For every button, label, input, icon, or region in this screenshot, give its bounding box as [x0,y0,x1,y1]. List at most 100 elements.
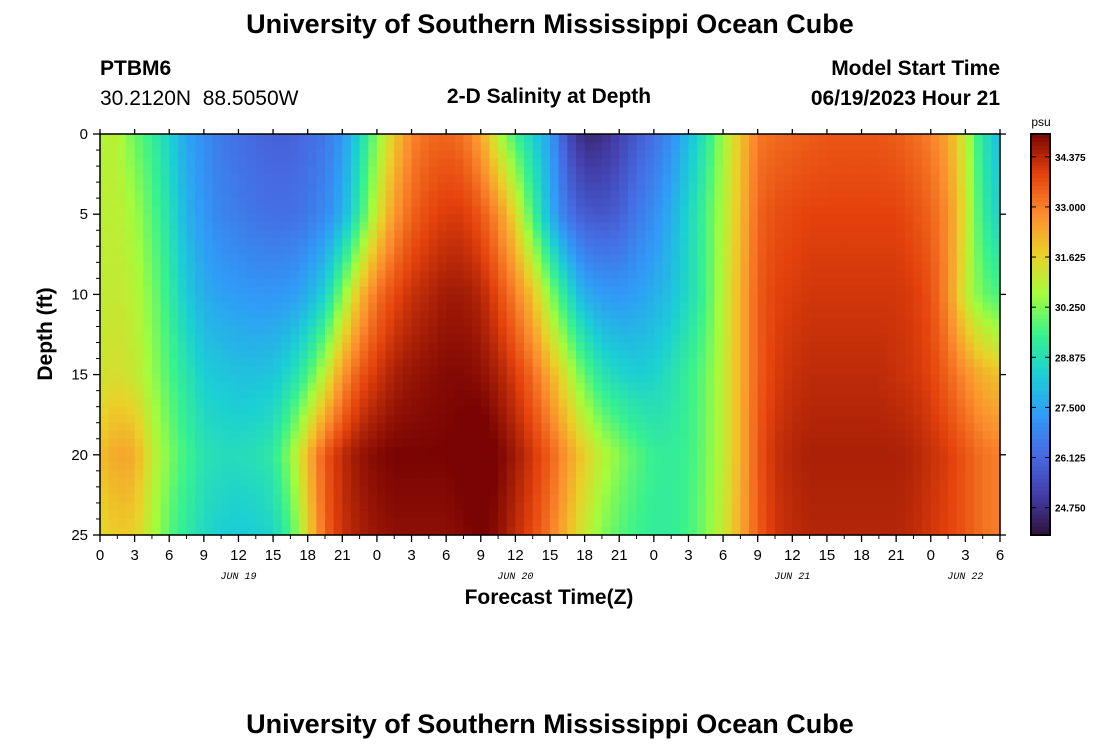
heatmap-cell [567,510,577,520]
heatmap-cell [991,190,1001,199]
heatmap-cell [956,430,966,440]
heatmap-cell [264,230,274,239]
heatmap-cell [100,254,110,263]
heatmap-cell [420,470,430,480]
heatmap-cell [255,166,266,175]
heatmap-cell [498,430,508,440]
heatmap-cell [402,502,413,512]
heatmap-cell [939,150,949,159]
heatmap-cell [273,214,283,223]
heatmap-cell [852,414,863,424]
heatmap-cell [697,382,707,392]
heatmap-cell [480,174,491,183]
heatmap-cell [965,254,975,263]
heatmap-cell [498,422,508,432]
heatmap-cell [679,190,690,199]
heatmap-cell [238,374,248,384]
heatmap-cell [558,270,568,279]
heatmap-cell [411,190,421,199]
heatmap-cell [186,470,196,480]
heatmap-cell [203,502,214,512]
heatmap-cell [186,166,196,175]
heatmap-cell [714,438,724,448]
heatmap-cell [203,262,214,271]
heatmap-cell [697,462,707,472]
heatmap-cell [671,438,681,448]
heatmap-cell [904,398,915,408]
heatmap-cell [705,486,716,496]
heatmap-cell [705,230,716,239]
heatmap-cell [186,510,196,520]
heatmap-cell [524,182,534,191]
heatmap-cell [221,446,231,456]
heatmap-cell [653,294,664,304]
heatmap-cell [904,278,915,287]
heatmap-cell [826,438,837,448]
heatmap-cell [506,350,516,360]
heatmap-cell [844,222,854,231]
heatmap-cell [411,246,421,255]
heatmap-cell [247,142,257,151]
heatmap-cell [766,382,776,392]
heatmap-cell [740,366,750,376]
heatmap-cell [480,358,491,368]
heatmap-cell [731,310,741,320]
heatmap-cell [524,302,534,312]
heatmap-cell [775,134,785,143]
heatmap-cell [195,438,205,448]
heatmap-cell [437,494,447,504]
heatmap-cell [619,190,629,199]
heatmap-cell [723,222,733,231]
heatmap-cell [956,478,966,488]
heatmap-cell [835,206,845,215]
heatmap-cell [134,190,144,199]
heatmap-cell [506,310,516,320]
heatmap-cell [783,214,793,223]
heatmap-cell [835,294,845,304]
heatmap-cell [307,446,317,456]
heatmap-cell [939,246,949,255]
heatmap-cell [489,502,499,512]
heatmap-cell [506,334,516,344]
heatmap-cell [350,358,361,368]
heatmap-cell [273,342,283,352]
heatmap-cell [679,158,690,167]
heatmap-cell [688,286,698,295]
heatmap-cell [247,158,257,167]
heatmap-cell [584,222,594,231]
heatmap-cell [956,262,966,271]
heatmap-cell [186,302,196,312]
heatmap-cell [125,438,136,448]
heatmap-cell [835,174,845,183]
heatmap-cell [627,222,638,231]
heatmap-cell [619,414,629,424]
heatmap-cell [506,254,516,263]
heatmap-cell [956,398,966,408]
heatmap-cell [584,462,594,472]
heatmap-cell [870,230,880,239]
heatmap-cell [809,366,819,376]
heatmap-cell [428,270,439,279]
heatmap-cell [480,286,491,295]
heatmap-cell [792,422,802,432]
heatmap-cell [688,294,698,304]
heatmap-cell [835,350,845,360]
heatmap-cell [740,294,750,304]
heatmap-cell [645,278,655,287]
heatmap-cell [299,398,309,408]
heatmap-cell [904,510,915,520]
heatmap-cell [212,158,222,167]
heatmap-cell [281,182,291,191]
heatmap-cell [913,166,923,175]
heatmap-cell [385,294,395,304]
heatmap-cell [169,222,179,231]
heatmap-cell [688,222,698,231]
heatmap-cell [697,510,707,520]
heatmap-cell [117,190,127,199]
heatmap-cell [567,222,577,231]
heatmap-cell [930,350,941,360]
heatmap-cell [904,230,915,239]
heatmap-cell [783,222,793,231]
heatmap-cell [255,430,266,440]
heatmap-cell [402,222,413,231]
